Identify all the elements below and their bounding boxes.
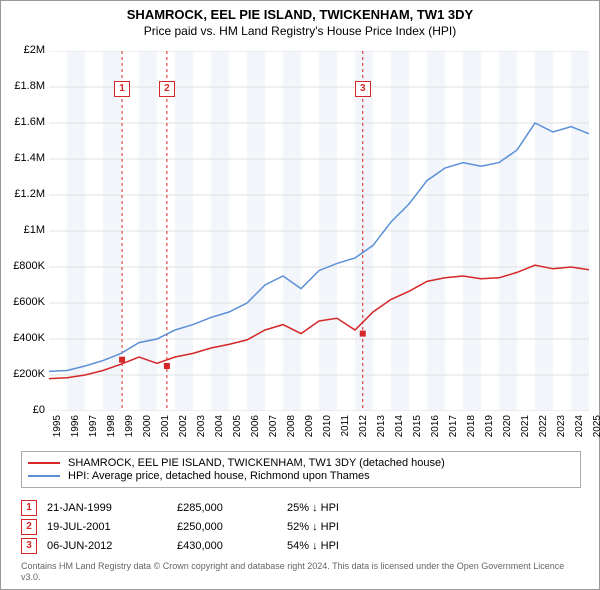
x-tick-label: 1996 xyxy=(70,415,81,455)
x-tick-label: 2019 xyxy=(484,415,495,455)
x-tick-label: 2009 xyxy=(304,415,315,455)
x-tick-label: 2006 xyxy=(250,415,261,455)
marker-number-box: 3 xyxy=(21,538,37,554)
y-tick-label: £800K xyxy=(3,260,45,272)
marker-price: £430,000 xyxy=(177,540,287,552)
legend-item: HPI: Average price, detached house, Rich… xyxy=(28,470,574,482)
marker-price: £250,000 xyxy=(177,521,287,533)
marker-number-box: 1 xyxy=(21,500,37,516)
legend-label: SHAMROCK, EEL PIE ISLAND, TWICKENHAM, TW… xyxy=(68,457,445,469)
chart-svg xyxy=(49,51,589,411)
marker-table-row: 1 21-JAN-1999£285,00025% ↓ HPI xyxy=(21,500,581,516)
x-tick-label: 2015 xyxy=(412,415,423,455)
y-tick-label: £1.8M xyxy=(3,80,45,92)
x-tick-label: 2024 xyxy=(574,415,585,455)
x-tick-label: 2011 xyxy=(340,415,351,455)
y-tick-label: £1M xyxy=(3,224,45,236)
x-tick-label: 2020 xyxy=(502,415,513,455)
chart-subtitle: Price paid vs. HM Land Registry's House … xyxy=(1,24,599,38)
marker-number-box: 2 xyxy=(21,519,37,535)
x-tick-label: 2022 xyxy=(538,415,549,455)
legend-swatch xyxy=(28,475,60,477)
x-tick-label: 1999 xyxy=(124,415,135,455)
x-tick-label: 2001 xyxy=(160,415,171,455)
y-tick-label: £1.6M xyxy=(3,116,45,128)
y-tick-label: £400K xyxy=(3,332,45,344)
x-tick-label: 2008 xyxy=(286,415,297,455)
marker-diff: 52% ↓ HPI xyxy=(287,521,407,533)
x-tick-label: 2003 xyxy=(196,415,207,455)
x-tick-label: 2025 xyxy=(592,415,600,455)
marker-table: 1 21-JAN-1999£285,00025% ↓ HPI 2 19-JUL-200… xyxy=(21,497,581,557)
y-tick-label: £600K xyxy=(3,296,45,308)
chart-marker-label: 2 xyxy=(159,81,175,97)
marker-price: £285,000 xyxy=(177,502,287,514)
marker-date: 19-JUL-2001 xyxy=(47,521,177,533)
x-tick-label: 2013 xyxy=(376,415,387,455)
y-tick-label: £200K xyxy=(3,368,45,380)
x-tick-label: 1995 xyxy=(52,415,63,455)
x-tick-label: 2023 xyxy=(556,415,567,455)
x-tick-label: 2012 xyxy=(358,415,369,455)
x-tick-label: 2007 xyxy=(268,415,279,455)
x-tick-label: 2010 xyxy=(322,415,333,455)
x-tick-label: 2014 xyxy=(394,415,405,455)
legend-label: HPI: Average price, detached house, Rich… xyxy=(68,470,370,482)
x-tick-label: 2017 xyxy=(448,415,459,455)
marker-diff: 54% ↓ HPI xyxy=(287,540,407,552)
chart-marker-label: 3 xyxy=(355,81,371,97)
y-tick-label: £0 xyxy=(3,404,45,416)
attribution-text: Contains HM Land Registry data © Crown c… xyxy=(21,561,581,583)
x-tick-label: 2002 xyxy=(178,415,189,455)
marker-date: 06-JUN-2012 xyxy=(47,540,177,552)
x-tick-label: 1998 xyxy=(106,415,117,455)
y-tick-label: £1.4M xyxy=(3,152,45,164)
chart-container: SHAMROCK, EEL PIE ISLAND, TWICKENHAM, TW… xyxy=(0,0,600,590)
x-tick-label: 2018 xyxy=(466,415,477,455)
legend-swatch xyxy=(28,462,60,464)
marker-date: 21-JAN-1999 xyxy=(47,502,177,514)
y-tick-label: £1.2M xyxy=(3,188,45,200)
y-tick-label: £2M xyxy=(3,44,45,56)
x-tick-label: 2000 xyxy=(142,415,153,455)
chart-plot-area xyxy=(49,51,589,411)
x-tick-label: 2016 xyxy=(430,415,441,455)
marker-diff: 25% ↓ HPI xyxy=(287,502,407,514)
x-tick-label: 1997 xyxy=(88,415,99,455)
chart-title: SHAMROCK, EEL PIE ISLAND, TWICKENHAM, TW… xyxy=(1,7,599,22)
chart-marker-label: 1 xyxy=(114,81,130,97)
marker-table-row: 2 19-JUL-2001£250,00052% ↓ HPI xyxy=(21,519,581,535)
legend: SHAMROCK, EEL PIE ISLAND, TWICKENHAM, TW… xyxy=(21,451,581,488)
marker-table-row: 3 06-JUN-2012£430,00054% ↓ HPI xyxy=(21,538,581,554)
x-tick-label: 2021 xyxy=(520,415,531,455)
legend-item: SHAMROCK, EEL PIE ISLAND, TWICKENHAM, TW… xyxy=(28,457,574,469)
x-tick-label: 2004 xyxy=(214,415,225,455)
x-tick-label: 2005 xyxy=(232,415,243,455)
